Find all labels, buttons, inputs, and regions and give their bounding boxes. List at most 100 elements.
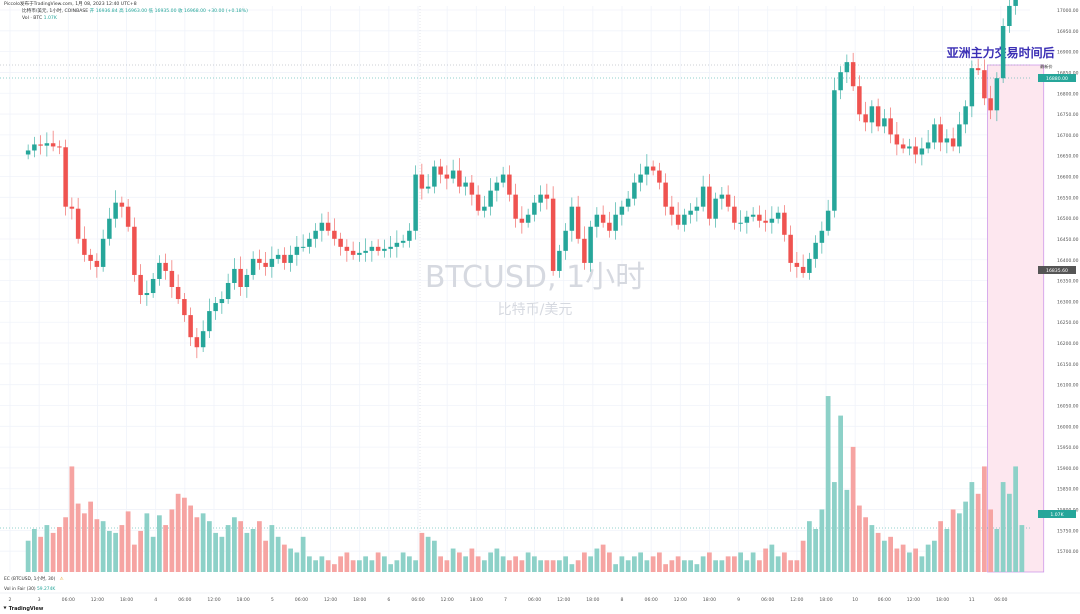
volume-bar — [150, 536, 156, 572]
y-tick-label: 15900.00 — [1057, 466, 1079, 472]
candle-body — [275, 254, 281, 259]
volume-bar — [757, 560, 762, 572]
candle-body — [150, 278, 156, 294]
candle-body — [457, 170, 462, 187]
candle-body — [857, 86, 862, 115]
volume-bar — [138, 530, 143, 572]
y-tick-label: 16600.00 — [1057, 175, 1079, 181]
candle-body — [413, 174, 418, 231]
candle-body — [57, 146, 62, 148]
tradingview-logo[interactable]: ⯆ TradingView — [3, 606, 43, 612]
volume-bar — [557, 560, 562, 572]
candle-body — [144, 293, 150, 296]
candle-body — [700, 186, 706, 207]
volume-bar — [57, 527, 62, 572]
candle-body — [250, 258, 256, 275]
volume-bar — [600, 544, 606, 572]
candle-body — [463, 182, 468, 187]
x-tick-label: 3 — [38, 597, 41, 603]
candle-body — [513, 194, 518, 219]
candle-body — [550, 198, 556, 271]
volume-bar — [500, 556, 506, 572]
candle-body — [750, 214, 756, 217]
volume-bar — [169, 509, 175, 572]
price-tag: 16835.60 — [1038, 266, 1076, 274]
candle-body — [600, 214, 606, 223]
volume-bar — [207, 521, 212, 572]
x-tick-label: 06:00 — [878, 597, 891, 603]
candle-body — [332, 230, 337, 239]
volume-bar — [463, 556, 468, 572]
volume-bar — [713, 560, 718, 572]
y-tick-label: 15750.00 — [1057, 528, 1079, 534]
volume-bar — [938, 521, 943, 572]
volume-bar — [700, 556, 706, 572]
volume-bar — [82, 513, 87, 572]
volume-bar — [582, 552, 587, 572]
x-tick-label: 12:00 — [441, 597, 454, 603]
indicator-vp[interactable]: Vol in Fair (30) 59.274K — [4, 587, 55, 592]
volume-bar — [469, 548, 475, 572]
volume-bar — [888, 536, 893, 572]
y-tick-label: 16150.00 — [1057, 362, 1079, 368]
candle-body — [488, 190, 493, 207]
volume-bar — [344, 552, 350, 572]
volume-bar — [388, 564, 393, 572]
volume-bar — [507, 560, 512, 572]
candle-body — [200, 331, 206, 348]
candle-body — [913, 146, 918, 155]
price-tag-bg — [1038, 74, 1076, 82]
price-tag-value: 16880.00 — [1046, 76, 1068, 82]
volume-bar — [994, 528, 1000, 572]
candle-body — [1013, 0, 1018, 6]
volume-bar — [94, 519, 100, 572]
y-tick-label: 16750.00 — [1057, 112, 1079, 118]
candle-body — [657, 170, 662, 183]
y-tick-label: 15700.00 — [1057, 549, 1079, 555]
symbol-line: 比特币/美元, 1小时, COINBASE 开 16936.84 高 16963… — [22, 9, 248, 15]
candle-body — [319, 222, 325, 231]
candle-body — [194, 337, 200, 348]
candle-body — [757, 214, 762, 221]
candle-body — [132, 226, 137, 275]
volume-bar — [194, 517, 200, 572]
candle-body — [632, 182, 637, 199]
volume-bar — [950, 509, 956, 572]
x-tick-label: 18:00 — [819, 597, 832, 603]
candle-body — [557, 250, 562, 271]
candle-body — [232, 268, 237, 283]
volume-bar — [338, 556, 343, 572]
volume-bar — [625, 560, 631, 572]
volume-bar — [632, 556, 637, 572]
y-axis: 17000.00 16950.00 16900.00 16850.00 16800.00… — [1057, 8, 1079, 555]
y-tick-label: 16700.00 — [1057, 133, 1079, 139]
candle-body — [894, 134, 900, 145]
x-tick-label: 12:00 — [91, 597, 104, 603]
volume-bar — [119, 525, 125, 572]
volume-bar — [975, 493, 981, 572]
volume-bar — [300, 536, 306, 572]
volume-bar — [163, 525, 168, 572]
candle-body — [432, 166, 437, 187]
volume-bar — [750, 552, 756, 572]
x-tick-label: 18:00 — [703, 597, 716, 603]
candle-body — [863, 114, 868, 123]
candle-body — [213, 303, 218, 312]
candle-body — [625, 198, 631, 207]
candle-body — [813, 242, 818, 259]
candle-body — [882, 118, 887, 127]
candle-body — [919, 148, 925, 155]
candle-body — [307, 238, 312, 247]
volume-bar — [444, 560, 450, 572]
candle-body — [182, 299, 187, 316]
volume-bar — [100, 521, 106, 572]
volume-bar — [607, 552, 612, 572]
indicator-ec[interactable]: EC (BTCUSD, 1小时, 30) ⚠ — [4, 576, 64, 582]
candle-body — [507, 174, 512, 195]
volume-bar — [238, 521, 243, 572]
volume-bar — [819, 509, 825, 572]
volume-bar — [269, 525, 275, 572]
x-tick-label: 06:00 — [761, 597, 774, 603]
candle-body — [925, 142, 931, 149]
